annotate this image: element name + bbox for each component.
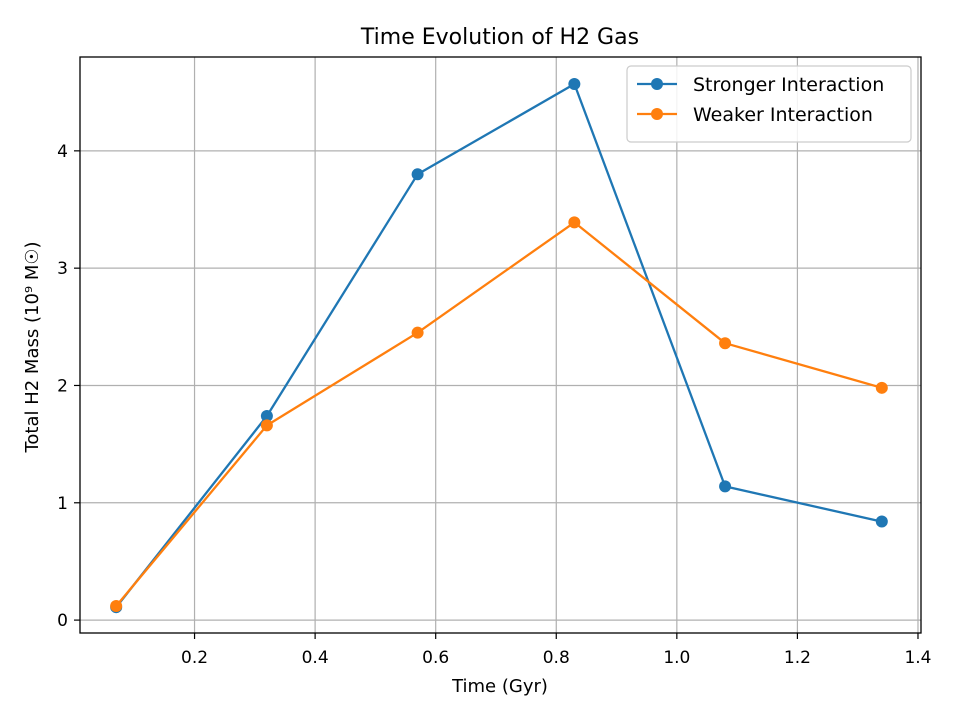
series-1 bbox=[110, 77, 888, 614]
y-tick-label: 0 bbox=[57, 611, 68, 631]
y-tick-label: 3 bbox=[57, 259, 68, 279]
y-tick-label: 4 bbox=[57, 142, 68, 162]
legend-item: Weaker Interaction bbox=[637, 104, 873, 126]
data-point bbox=[411, 326, 424, 339]
legend-label: Weaker Interaction bbox=[693, 104, 873, 126]
data-point bbox=[411, 168, 424, 181]
data-point bbox=[568, 77, 581, 90]
data-point bbox=[875, 381, 888, 394]
grid bbox=[80, 57, 921, 633]
data-point bbox=[568, 216, 581, 229]
x-tick-label: 1.2 bbox=[784, 648, 811, 668]
x-tick-label: 1.4 bbox=[904, 648, 931, 668]
legend-item: Stronger Interaction bbox=[637, 74, 884, 96]
series-layer bbox=[110, 77, 888, 614]
legend-marker bbox=[651, 78, 663, 90]
series-2 bbox=[110, 216, 888, 613]
series-line bbox=[115, 82, 883, 608]
plot-frame bbox=[79, 56, 922, 634]
data-point bbox=[875, 515, 888, 528]
x-tick-label: 0.8 bbox=[543, 648, 570, 668]
data-point bbox=[260, 409, 273, 422]
chart-title: Time Evolution of H2 Gas bbox=[360, 25, 639, 50]
x-tick-label: 0.4 bbox=[302, 648, 329, 668]
data-point bbox=[719, 480, 732, 493]
y-axis-label: Total H2 Mass (10⁹ M☉) bbox=[22, 241, 43, 453]
x-axis-label: Time (Gyr) bbox=[451, 676, 548, 697]
legend-marker bbox=[651, 108, 663, 120]
data-point bbox=[719, 337, 732, 350]
x-tick-label: 0.6 bbox=[422, 648, 449, 668]
axis-ticks: 0.2 0.4 0.6 0.8 1.0 1.2 1.4 0 1 2 3 4 bbox=[57, 142, 931, 668]
y-tick-label: 2 bbox=[57, 376, 68, 396]
data-point bbox=[260, 419, 273, 432]
data-point bbox=[110, 600, 123, 613]
legend-label: Stronger Interaction bbox=[693, 74, 884, 96]
x-tick-label: 0.2 bbox=[181, 648, 208, 668]
legend-box bbox=[626, 65, 912, 143]
y-tick-label: 1 bbox=[57, 494, 68, 514]
x-tick-label: 1.0 bbox=[663, 648, 690, 668]
legend: Stronger Interaction Weaker Interaction bbox=[626, 65, 912, 143]
series-line bbox=[115, 221, 883, 607]
